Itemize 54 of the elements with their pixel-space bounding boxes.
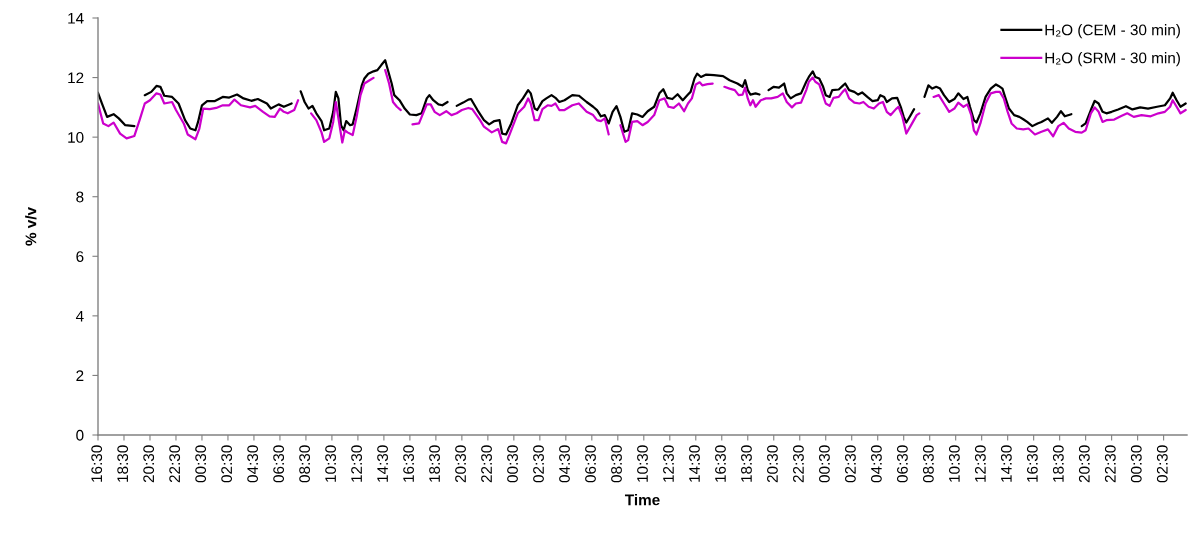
legend-label: H₂O (SRM - 30 min) [1045,52,1180,67]
x-tick-label: 22:30 [169,445,181,483]
x-tick-label: 08:30 [922,445,934,483]
x-tick-label: 02:30 [221,445,233,483]
x-tick-label: 14:30 [377,445,388,482]
x-tick-label: 14:30 [689,445,700,482]
y-tick-label: 0 [76,429,84,441]
x-tick-label: 10:30 [637,445,648,482]
x-tick-label: 16:30 [715,445,726,482]
x-tick-label: 00:30 [507,445,518,483]
x-tick-label: 00:30 [819,445,830,483]
x-tick-label: 20:30 [767,445,778,483]
x-axis-title: Time [624,494,660,506]
x-tick-label: 22:30 [1104,445,1116,483]
x-tick-label: 12:30 [351,445,363,482]
x-tick-label: 00:30 [195,445,207,483]
x-tick-label: 20:30 [455,445,466,483]
x-tick-label: 04:30 [247,445,259,483]
x-tick-label: 06:30 [896,445,908,483]
x-tick-label: 18:30 [1052,445,1064,482]
x-tick-label: 04:30 [559,445,570,483]
x-tick-label: 22:30 [793,445,804,483]
y-tick-label: 14 [68,13,84,24]
x-tick-label: 12:30 [663,445,674,482]
x-tick-label: 22:30 [481,445,492,483]
x-tick-label: 08:30 [299,445,311,483]
x-tick-label: 10:30 [325,445,337,482]
y-tick-label: 12 [68,72,84,84]
x-tick-label: 00:30 [1130,445,1142,483]
legend-label: H₂O (CEM - 30 min) [1045,24,1180,39]
x-tick-label: 18:30 [117,445,129,482]
x-tick-label: 04:30 [871,445,882,483]
x-tick-label: 12:30 [974,445,986,482]
y-tick-label: 4 [75,310,84,322]
y-tick-label: 10 [68,132,84,143]
x-tick-label: 08:30 [611,445,622,483]
x-tick-label: 16:30 [403,445,414,482]
x-tick-label: 16:30 [91,445,103,482]
x-tick-label: 02:30 [533,445,544,483]
x-tick-label: 20:30 [1078,445,1090,483]
x-tick-label: 02:30 [1156,445,1168,483]
y-tick-label: 8 [76,191,84,203]
y-axis-title: % v/v [25,207,37,246]
y-tick-label: 2 [76,370,84,381]
y-tick-label: 6 [76,251,84,262]
x-tick-label: 06:30 [273,445,285,483]
x-tick-label: 02:30 [845,445,856,483]
x-tick-label: 18:30 [429,445,440,482]
x-tick-label: 18:30 [741,445,752,482]
x-tick-label: 06:30 [585,445,596,483]
x-tick-label: 14:30 [1000,445,1012,482]
x-tick-label: 20:30 [143,445,155,483]
x-tick-label: 16:30 [1026,445,1038,482]
x-tick-label: 10:30 [948,445,960,482]
